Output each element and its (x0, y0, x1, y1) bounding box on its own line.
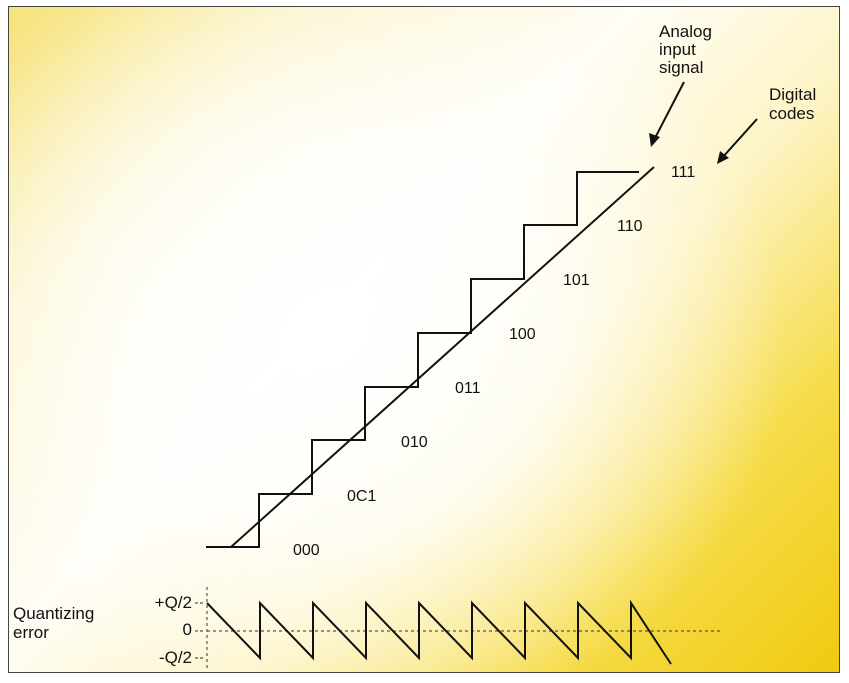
code-label-7: 111 (671, 164, 695, 181)
digital-arrow-shaft (721, 118, 758, 159)
error-label-line2: error (13, 623, 49, 642)
code-label-5: 101 (563, 272, 590, 289)
code-label-0: 000 (293, 542, 320, 559)
code-label-1: 0C1 (347, 488, 376, 505)
analog-label-line1: Analog (659, 22, 712, 41)
analog-arrow-shaft (653, 81, 685, 141)
digital-label-line2: codes (769, 104, 814, 123)
code-label-4: 100 (509, 326, 536, 343)
error-tick-plus: +Q/2 (155, 593, 192, 612)
analog-label-line2: input (659, 40, 696, 59)
digital-staircase (206, 171, 639, 548)
analog-arrow-head (649, 133, 660, 147)
quantization-diagram: 000 0C1 010 011 100 101 110 111 Analog input si… (13, 22, 816, 671)
digital-arrow-head (717, 151, 729, 164)
code-label-6: 110 (617, 218, 643, 235)
error-tick-minus: -Q/2 (159, 648, 192, 667)
error-label-line1: Quantizing (13, 604, 94, 623)
analog-label-line3: signal (659, 58, 703, 77)
code-label-3: 011 (455, 380, 481, 397)
code-labels: 000 0C1 010 011 100 101 110 111 (293, 164, 695, 559)
quantizing-error-sawtooth (206, 599, 672, 665)
code-label-2: 010 (401, 434, 428, 451)
analog-signal-ramp (230, 166, 655, 548)
diagram-frame: 000 0C1 010 011 100 101 110 111 Analog input si… (8, 6, 840, 673)
error-tick-zero: 0 (183, 620, 192, 639)
digital-label-line1: Digital (769, 85, 816, 104)
